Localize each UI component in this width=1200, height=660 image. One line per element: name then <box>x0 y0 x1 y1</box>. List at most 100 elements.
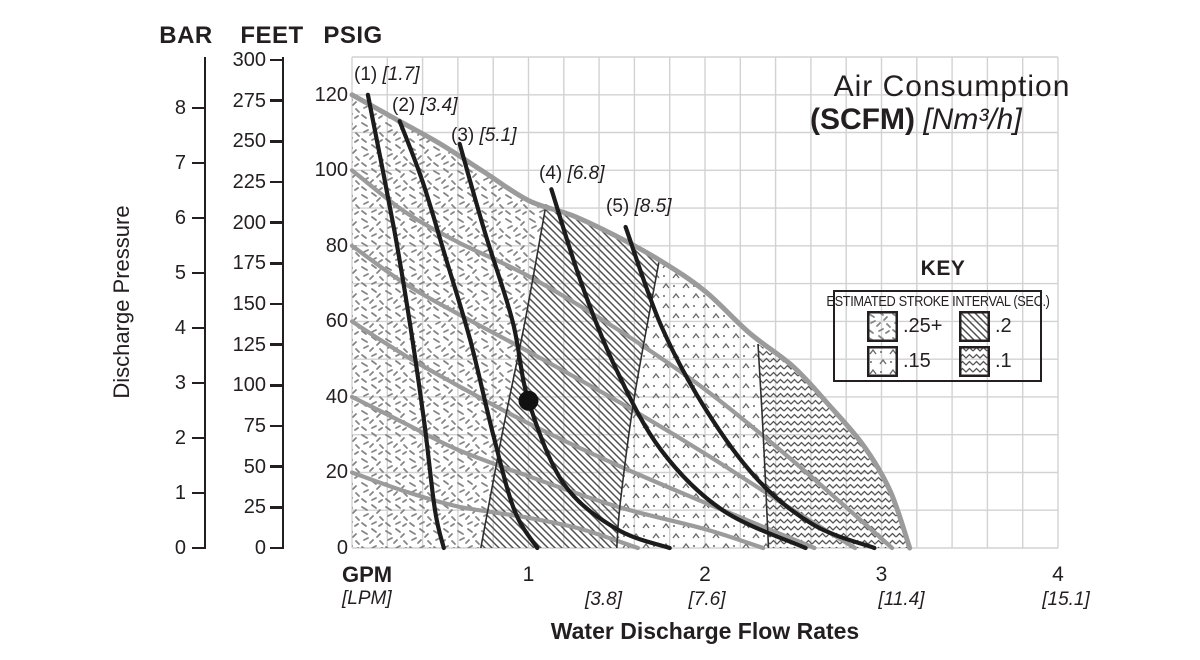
bar-tick-label: 7 <box>174 152 186 174</box>
scfm-label: (SCFM) <box>810 103 915 136</box>
feet-tick-label: 300 <box>232 48 266 71</box>
bar-tick-label: 6 <box>174 207 186 229</box>
feet-axis-title: FEET <box>240 22 304 49</box>
air-curve-number: (3) <box>451 125 480 146</box>
bar-axis-line <box>204 57 207 549</box>
key-swatch-hatch <box>959 311 990 342</box>
bar-tick <box>192 326 205 330</box>
feet-tick <box>270 262 283 265</box>
x-unit-lpm: [LPM] <box>342 588 392 609</box>
feet-tick <box>270 99 283 102</box>
psig-tick-label: 0 <box>336 537 348 559</box>
bar-tick <box>192 161 205 165</box>
psig-axis-title: PSIG <box>323 22 383 49</box>
bar-tick <box>192 381 205 385</box>
air-curve-label: (3) [5.1] <box>451 125 516 147</box>
key-title: KEY <box>920 257 966 280</box>
air-curve-number: (4) <box>539 163 568 184</box>
key-item-label: .25+ <box>903 315 943 337</box>
air-curve-5 <box>623 224 877 551</box>
feet-tick-label: 25 <box>243 496 266 519</box>
air-curve-number: (1) <box>354 64 383 85</box>
key-item-label: .2 <box>995 315 1012 337</box>
x-tick-lpm: [3.8] <box>585 589 622 610</box>
feet-axis-line <box>282 57 285 549</box>
bar-tick-label: 5 <box>174 262 186 284</box>
feet-tick-label: 250 <box>232 130 266 153</box>
feet-tick <box>270 546 283 550</box>
bar-tick-label: 2 <box>174 427 186 449</box>
stroke-interval-boundaries <box>480 204 770 549</box>
air-consumption-units: (SCFM) [Nm³/h] <box>810 103 1022 137</box>
air-curve-4 <box>549 187 808 551</box>
bar-tick-label: 0 <box>174 537 186 559</box>
air-consumption-title: Air Consumption <box>833 70 1071 103</box>
feet-tick-label: 150 <box>232 292 266 315</box>
psig-tick-label: 100 <box>314 159 348 182</box>
bar-axis-title: BAR <box>159 22 213 49</box>
air-curve-nm3h: [8.5] <box>634 196 672 217</box>
feet-tick <box>270 58 283 62</box>
feet-tick-label: 0 <box>254 537 266 559</box>
feet-tick-label: 200 <box>232 211 266 234</box>
envelope-curve <box>349 92 913 551</box>
feet-tick <box>270 180 283 184</box>
x-axis-title: Water Discharge Flow Rates <box>550 618 860 644</box>
air-curve-nm3h: [6.8] <box>567 163 605 184</box>
key-swatch-speckle <box>867 311 898 342</box>
feet-tick <box>270 384 283 387</box>
air-curve-1 <box>365 92 446 551</box>
bar-tick <box>192 106 205 110</box>
air-curve-label: (1) [1.7] <box>354 64 419 86</box>
x-tick-gpm: 4 <box>1052 563 1064 586</box>
feet-tick <box>270 302 283 306</box>
feet-tick <box>270 506 283 509</box>
feet-tick-label: 275 <box>232 89 266 112</box>
key-box <box>833 290 1042 382</box>
bar-tick-label: 8 <box>174 97 186 119</box>
psig-tick-label: 20 <box>325 461 348 484</box>
key-swatch-wave <box>959 346 990 377</box>
nm3h-label: [Nm³/h] <box>923 103 1022 136</box>
x-tick-gpm: 1 <box>522 563 535 586</box>
bar-tick <box>192 216 205 220</box>
region-wave <box>758 344 910 548</box>
feet-tick-label: 50 <box>243 455 266 478</box>
bar-tick <box>192 546 205 550</box>
psig-tick-label: 120 <box>314 83 348 106</box>
feet-tick-label: 225 <box>232 170 266 193</box>
psig-tick-label: 80 <box>325 234 348 257</box>
key-item-label: .1 <box>995 350 1012 372</box>
feet-tick-label: 100 <box>232 374 266 397</box>
air-curve-label: (2) [3.4] <box>392 95 457 117</box>
feet-tick <box>270 221 283 224</box>
bar-tick <box>192 271 205 275</box>
air-curve-label: (5) [8.5] <box>606 196 671 218</box>
key-swatch-tridot <box>867 346 898 377</box>
air-curve-number: (2) <box>392 95 421 116</box>
x-unit-gpm: GPM <box>342 562 393 587</box>
feet-tick <box>270 140 283 143</box>
air-curve-2 <box>397 119 540 551</box>
air-curve-label: (4) [6.8] <box>539 163 604 185</box>
key-subtitle: ESTIMATED STROKE INTERVAL (SEC.) <box>826 293 1050 310</box>
pressure-curve-40 <box>349 394 766 551</box>
operating-point-dot <box>518 390 539 411</box>
x-tick-lpm: [11.4] <box>878 589 925 610</box>
x-tick-lpm: [7.6] <box>688 589 726 610</box>
psig-tick-label: 40 <box>325 385 348 408</box>
bar-tick-label: 3 <box>174 372 186 394</box>
bar-tick-label: 4 <box>174 317 186 339</box>
bar-tick <box>192 491 205 495</box>
feet-tick <box>270 343 283 346</box>
bar-tick-label: 1 <box>174 482 186 504</box>
feet-tick <box>270 424 283 428</box>
pressure-curve-100 <box>349 168 895 551</box>
feet-tick <box>270 465 283 468</box>
x-tick-lpm: [15.1] <box>1042 589 1090 610</box>
x-tick-gpm: 2 <box>699 563 711 586</box>
air-curve-nm3h: [3.4] <box>420 95 458 116</box>
x-tick-gpm: 3 <box>875 563 888 586</box>
